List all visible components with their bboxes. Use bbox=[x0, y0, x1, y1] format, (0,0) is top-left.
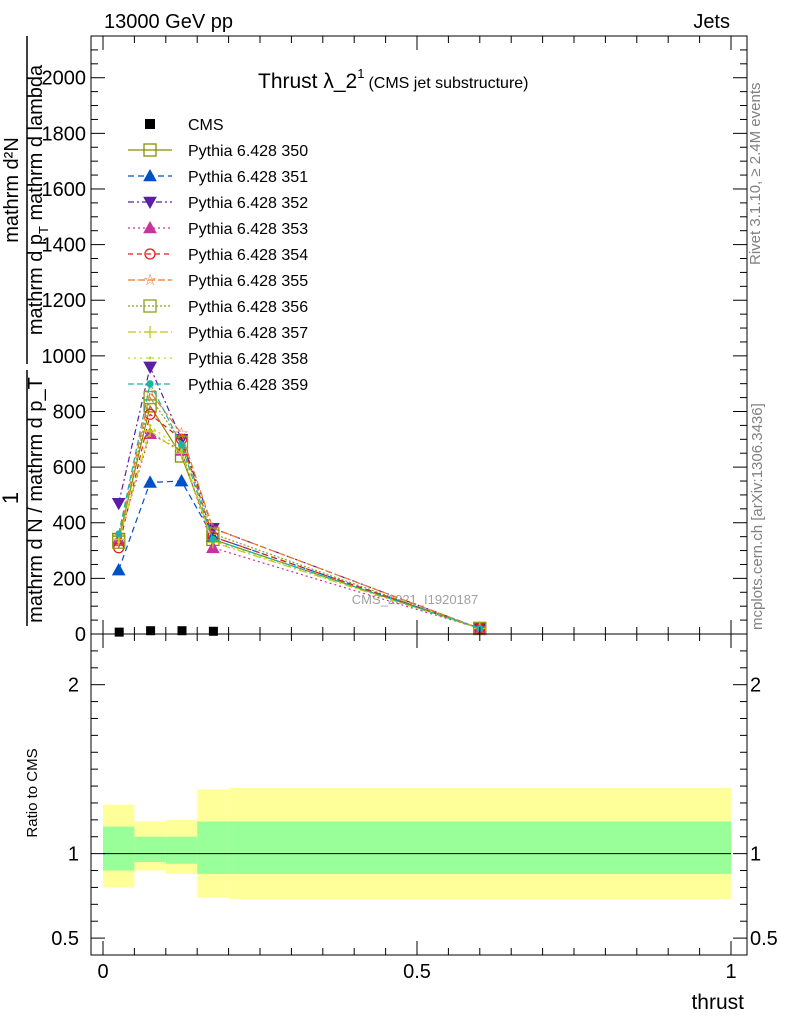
y-tick-label: 400 bbox=[53, 513, 86, 535]
legend-marker-data bbox=[145, 119, 155, 129]
y-tick-label: 1400 bbox=[42, 235, 87, 257]
legend-label: CMS bbox=[188, 117, 224, 134]
y-tick-label: 200 bbox=[53, 568, 86, 590]
legend-marker bbox=[148, 356, 152, 360]
legend-label: Pythia 6.428 352 bbox=[188, 195, 308, 212]
y-axis-label: 1 mathrm d N / mathrm d p_T mathrm d²N m… bbox=[0, 36, 51, 626]
series-point bbox=[143, 361, 157, 375]
data-point bbox=[177, 626, 187, 636]
series-point bbox=[180, 448, 183, 452]
ylabel-one: 1 bbox=[0, 492, 23, 504]
legend-label: Pythia 6.428 354 bbox=[188, 247, 308, 264]
x-tick-label: 1 bbox=[725, 961, 736, 983]
data-point bbox=[208, 626, 218, 636]
legend-label: Pythia 6.428 350 bbox=[188, 143, 308, 160]
header-jets: Jets bbox=[693, 11, 730, 33]
data-point bbox=[146, 626, 156, 636]
legend-label: Pythia 6.428 359 bbox=[188, 377, 308, 394]
ratio-band-green bbox=[103, 826, 135, 871]
main-panel bbox=[91, 36, 747, 634]
mcplots-label: mcplots.cern.ch [arXiv:1306.3436] bbox=[749, 403, 766, 630]
series-point bbox=[117, 540, 121, 544]
y-tick-label: 1800 bbox=[42, 123, 87, 145]
series-point bbox=[148, 423, 152, 427]
ratio-band-green bbox=[134, 836, 166, 863]
header-energy: 13000 GeV pp bbox=[104, 11, 233, 33]
ratio-tick-label: 0.5 bbox=[51, 928, 79, 950]
legend-label: Pythia 6.428 357 bbox=[188, 325, 308, 342]
ylabel-numerator: mathrm d²N bbox=[1, 137, 23, 243]
legend-label: Pythia 6.428 351 bbox=[188, 169, 308, 186]
y-tick-label: 1200 bbox=[42, 290, 87, 312]
ratio-frame bbox=[90, 633, 748, 956]
y-tick-label: 0 bbox=[75, 624, 86, 646]
series-line bbox=[118, 396, 481, 630]
legend-marker bbox=[144, 248, 156, 260]
ratio-tick-label: 2 bbox=[750, 675, 761, 697]
ratio-bands bbox=[103, 787, 731, 900]
y-tick-label: 800 bbox=[53, 401, 86, 423]
legend-marker bbox=[143, 299, 157, 313]
ratio-band-green bbox=[165, 836, 198, 864]
series-point bbox=[178, 441, 185, 449]
chart-title: Thrust λ_21(CMS jet substructure) bbox=[258, 66, 529, 93]
ratio-band-green bbox=[228, 821, 731, 874]
legend-marker bbox=[143, 168, 157, 182]
legend-marker bbox=[143, 196, 157, 210]
main-frame-bg bbox=[91, 36, 747, 634]
ratio-axes: 0.5 0.5 1 1 2 2 0 0.5 1 bbox=[51, 633, 778, 983]
ratio-tick-label: 1 bbox=[68, 844, 79, 866]
series-point bbox=[111, 562, 126, 576]
series-point bbox=[143, 475, 157, 488]
series-point bbox=[143, 390, 157, 405]
series-point bbox=[115, 530, 123, 538]
ratio-band-green bbox=[197, 821, 229, 874]
x-tick-label: 0 bbox=[97, 961, 108, 983]
ratio-tick-label: 0.5 bbox=[750, 928, 778, 950]
legend-marker: ☆ bbox=[143, 272, 157, 289]
y-tick-label: 1600 bbox=[42, 179, 87, 201]
series-point bbox=[209, 535, 217, 543]
legend-marker bbox=[146, 380, 154, 388]
legend-label: Pythia 6.428 358 bbox=[188, 351, 308, 368]
rivet-label: Rivet 3.1.10, ≥ 2.4M events bbox=[747, 83, 764, 266]
legend-label: Pythia 6.428 353 bbox=[188, 221, 308, 238]
ratio-tick-label: 2 bbox=[68, 675, 79, 697]
data-points bbox=[114, 626, 218, 637]
x-axis-label: thrust bbox=[691, 991, 744, 1014]
main-axes: 0 200 400 600 800 1000 1200 1400 1600 1800 2000 bbox=[42, 35, 748, 646]
series-line bbox=[118, 390, 481, 629]
legend-marker bbox=[143, 220, 157, 234]
data-point bbox=[114, 627, 124, 637]
series-line bbox=[118, 381, 480, 630]
y-tick-label: 2000 bbox=[42, 68, 87, 90]
ratio-tick-label: 1 bbox=[750, 844, 761, 866]
legend: CMS Pythia 6.428 350 Pythia 6.428 351 Pythi… bbox=[128, 117, 308, 394]
legend-marker bbox=[144, 326, 156, 338]
series-point bbox=[174, 473, 189, 487]
ratio-ylabel: Ratio to CMS bbox=[24, 748, 41, 837]
ylabel-denominator: mathrm d N / mathrm d p_T bbox=[25, 377, 47, 623]
series-point bbox=[111, 497, 126, 511]
series-point: ☆ bbox=[143, 384, 157, 401]
series-line bbox=[118, 413, 480, 630]
legend-marker bbox=[143, 143, 157, 157]
legend-label: Pythia 6.428 356 bbox=[188, 299, 308, 316]
y-tick-label: 1000 bbox=[42, 346, 87, 368]
series-point bbox=[144, 424, 157, 437]
ylabel-den2: mathrm d pT mathrm d lambda bbox=[25, 64, 51, 335]
legend-label: Pythia 6.428 355 bbox=[188, 273, 308, 290]
y-tick-label: 600 bbox=[53, 457, 86, 479]
x-tick-label: 0.5 bbox=[403, 961, 431, 983]
series-point: ☆ bbox=[174, 426, 188, 443]
